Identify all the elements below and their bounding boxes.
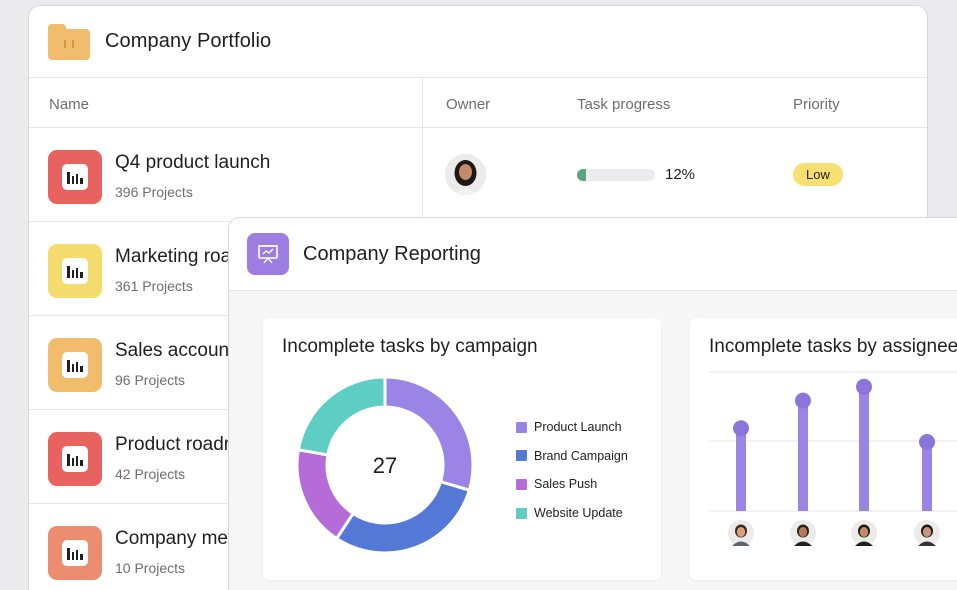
legend-swatch: [516, 507, 527, 519]
task-progress-text: 12%: [665, 166, 696, 183]
legend-item: Product Launch: [516, 413, 628, 442]
legend-swatch: [516, 421, 527, 433]
table-row[interactable]: Sales accounts 96 Projects: [29, 316, 422, 410]
assignee-bar[interactable]: [798, 400, 808, 511]
project-icon: [48, 432, 102, 486]
legend-label: Sales Push: [534, 477, 598, 492]
assignee-avatar[interactable]: [914, 520, 940, 546]
donut-slice-website-update[interactable]: [296, 375, 387, 457]
campaign-chart-card: Incomplete tasks by campaign 27 Product …: [263, 318, 661, 580]
owner-avatar[interactable]: [445, 154, 486, 195]
column-header-name[interactable]: Name: [49, 96, 90, 113]
donut-slice-brand-campaign[interactable]: [334, 479, 472, 555]
assignee-bar-head[interactable]: [733, 420, 749, 437]
legend-label: Website Update: [534, 506, 623, 521]
portfolio-title: Company Portfolio: [105, 30, 272, 52]
project-name[interactable]: Q4 product launch: [115, 152, 271, 173]
column-divider: [422, 78, 423, 228]
legend-item: Website Update: [516, 499, 628, 528]
project-count: 396 Projects: [115, 184, 193, 200]
project-icon: [48, 526, 102, 580]
legend-swatch: [516, 450, 527, 462]
project-icon: [48, 150, 102, 204]
folder-icon: [48, 23, 90, 60]
legend-item: Brand Campaign: [516, 442, 628, 471]
project-count: 361 Projects: [115, 278, 193, 294]
column-header-progress[interactable]: Task progress: [577, 96, 671, 113]
table-row[interactable]: Q4 product launch 396 Projects: [29, 128, 422, 222]
donut-slice-product-launch[interactable]: [383, 375, 475, 493]
column-header-priority[interactable]: Priority: [793, 96, 840, 113]
donut-chart: 27: [295, 375, 475, 555]
assignee-avatar[interactable]: [851, 520, 877, 546]
reporting-title: Company Reporting: [303, 242, 481, 265]
chart-title: Incomplete tasks by campaign: [282, 336, 538, 357]
assignee-bar-head[interactable]: [856, 378, 872, 395]
task-progress-bar: [577, 169, 655, 181]
reporting-window: Company Reporting Incomplete tasks by ca…: [228, 217, 957, 590]
project-name[interactable]: Product roadmap: [115, 434, 261, 455]
assignee-bar-chart: [709, 371, 957, 546]
presentation-icon: [247, 233, 289, 275]
legend-swatch: [516, 478, 527, 490]
project-count: 10 Projects: [115, 560, 186, 576]
portfolio-header: Company Portfolio: [29, 6, 927, 78]
project-count: 96 Projects: [115, 372, 186, 388]
assignee-bar[interactable]: [922, 442, 932, 511]
assignee-bar-head[interactable]: [919, 434, 935, 450]
column-header-owner[interactable]: Owner: [446, 96, 491, 113]
assignee-avatar[interactable]: [790, 520, 816, 546]
task-progress-fill: [577, 169, 587, 181]
project-icon: [48, 338, 102, 392]
chart-title: Incomplete tasks by assignee: [709, 336, 957, 357]
assignee-chart-card: Incomplete tasks by assignee: [690, 318, 957, 580]
assignee-bar-head[interactable]: [795, 392, 811, 409]
column-headers: Name Owner Task progress Priority: [29, 78, 927, 128]
project-icon: [48, 244, 102, 298]
project-name[interactable]: Sales accounts: [115, 340, 244, 361]
reporting-header: Company Reporting: [229, 218, 957, 291]
table-row[interactable]: Product roadmap 42 Projects: [29, 410, 422, 504]
assignee-bar[interactable]: [736, 428, 746, 511]
legend-item: Sales Push: [516, 470, 628, 499]
legend-label: Product Launch: [534, 420, 622, 435]
donut-center-label: 27: [373, 453, 397, 478]
assignee-avatar[interactable]: [728, 520, 754, 546]
priority-badge[interactable]: Low: [793, 163, 843, 186]
legend-label: Brand Campaign: [534, 448, 628, 463]
assignee-bar[interactable]: [859, 386, 869, 511]
project-count: 42 Projects: [115, 466, 186, 482]
donut-slice-sales-push[interactable]: [295, 447, 356, 541]
chart-legend: Product Launch Brand Campaign Sales Push…: [516, 413, 628, 527]
